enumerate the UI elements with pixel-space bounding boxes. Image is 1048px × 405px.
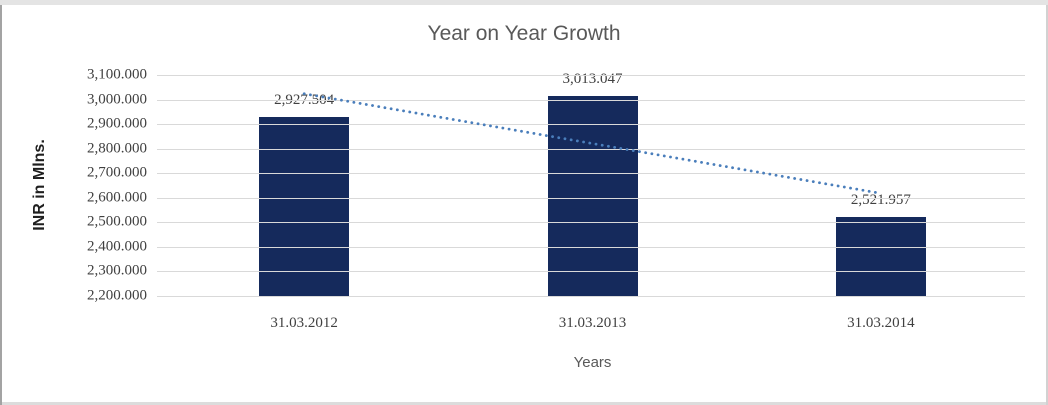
frame-border-right (1046, 5, 1048, 405)
y-gridline (157, 148, 1025, 150)
bar (259, 117, 350, 296)
chart-title: Year on Year Growth (427, 22, 621, 45)
x-category-label: 31.03.2012 (270, 315, 338, 331)
y-axis-tick-label: 2,900.000 (87, 115, 147, 132)
frame-border-left (0, 5, 2, 405)
bar-data-label: 2,927.504 (274, 92, 335, 109)
y-gridline (157, 173, 1025, 175)
y-axis-tick-label: 2,200.000 (87, 287, 147, 304)
y-gridline (157, 222, 1025, 224)
y-axis-tick-label: 2,600.000 (87, 189, 147, 206)
frame-border-bottom (2, 402, 1046, 405)
y-axis-tick-label: 2,300.000 (87, 262, 147, 279)
y-gridline (157, 197, 1025, 199)
frame-border-top (0, 0, 1048, 5)
y-gridline (157, 296, 1025, 297)
y-gridline (157, 124, 1025, 126)
x-category-label: 31.03.2014 (847, 315, 915, 331)
y-axis-tick-label: 2,400.000 (87, 238, 147, 255)
y-gridline (157, 271, 1025, 273)
y-gridline (157, 75, 1025, 76)
y-axis-tick-label: 2,700.000 (87, 164, 147, 181)
bar (835, 216, 926, 296)
y-axis-tick-label: 2,500.000 (87, 213, 147, 230)
y-gridline (157, 99, 1025, 101)
bar-data-label: 2,521.957 (850, 191, 911, 208)
bar (547, 96, 638, 296)
x-category-label: 31.03.2013 (558, 315, 627, 331)
y-axis-tick-label: 3,100.000 (87, 66, 147, 83)
bar-data-label: 3,013.047 (562, 71, 623, 88)
x-axis-title: Years (573, 354, 612, 371)
y-axis-tick-label: 3,000.000 (87, 91, 147, 108)
y-gridline (157, 246, 1025, 248)
y-axis-tick-label: 2,800.000 (87, 140, 147, 157)
